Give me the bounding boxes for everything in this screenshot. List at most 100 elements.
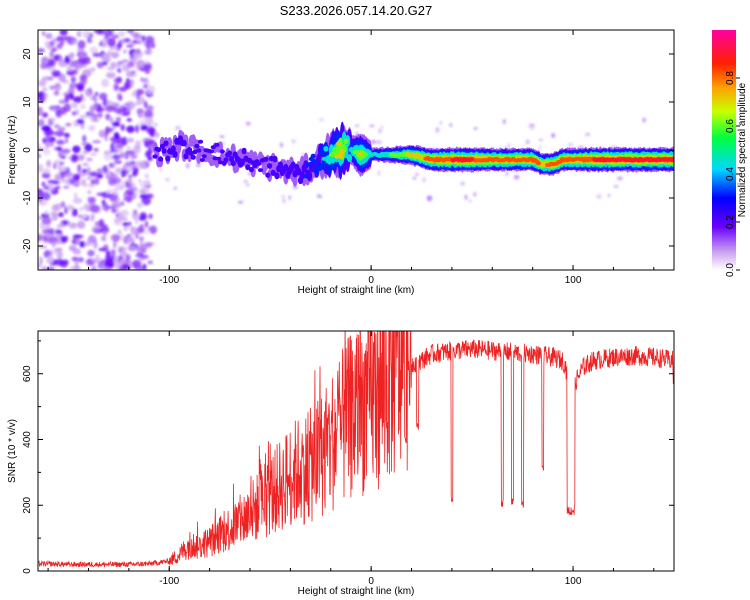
noise-blob — [127, 245, 137, 252]
track-blob — [277, 161, 284, 169]
noise-blob — [102, 202, 108, 211]
noise-blob — [101, 235, 107, 242]
noise-blob — [126, 44, 134, 48]
noise-blob — [100, 53, 111, 62]
noise-blob — [60, 148, 71, 154]
noise-blob — [68, 222, 77, 229]
snr-ylabel: SNR (10 * v/v) — [7, 419, 18, 483]
noise-blob — [55, 146, 63, 151]
noise-blob — [39, 256, 43, 266]
noise-blob — [96, 173, 104, 179]
noise-blob — [74, 175, 81, 181]
noise-blob — [49, 106, 59, 112]
speckle — [175, 125, 181, 131]
speckle — [507, 143, 511, 148]
noise-blob — [116, 197, 121, 201]
track-blob — [252, 163, 258, 169]
noise-blob — [143, 229, 150, 235]
noise-blob — [133, 40, 142, 44]
noise-blob — [54, 186, 61, 189]
noise-blob — [117, 229, 122, 235]
noise-blob — [104, 259, 115, 268]
speckle — [426, 195, 433, 202]
noise-blob — [116, 144, 124, 149]
noise-blob — [126, 260, 132, 265]
speckle — [439, 121, 443, 125]
colorbar-tick-label: 0.4 — [725, 167, 736, 181]
noise-blob — [125, 153, 129, 160]
noise-blob — [79, 114, 88, 119]
noise-blob — [64, 94, 70, 103]
noise-blob — [69, 40, 73, 45]
noise-blob — [116, 63, 121, 70]
noise-blob — [147, 260, 154, 265]
track-blob — [183, 153, 189, 160]
spectrogram-ylabel: Frequency (Hz) — [7, 116, 18, 185]
noise-blob — [60, 201, 66, 208]
noise-blob — [51, 179, 61, 185]
noise-blob — [71, 111, 78, 116]
noise-blob — [93, 30, 104, 34]
track-blob — [296, 167, 302, 176]
track-blob — [158, 156, 164, 162]
colorbar-tick-label: 0.0 — [725, 263, 736, 277]
noise-blob — [49, 85, 56, 90]
snr-xlabel: Height of straight line (km) — [298, 586, 415, 597]
track-blob — [223, 157, 229, 163]
noise-blob — [131, 259, 142, 268]
noise-blob — [55, 130, 65, 137]
noise-blob — [85, 243, 94, 247]
noise-blob — [143, 64, 151, 69]
track-blob — [208, 149, 214, 154]
track-blob — [248, 166, 254, 173]
speckle — [380, 125, 384, 130]
noise-blob — [83, 203, 90, 210]
noise-blob — [72, 248, 82, 255]
noise-blob — [106, 189, 114, 194]
speckle — [551, 133, 556, 138]
noise-blob — [115, 116, 122, 123]
noise-blob — [42, 92, 49, 100]
noise-blob — [42, 87, 48, 92]
noise-blob — [96, 168, 103, 175]
noise-blob — [49, 117, 57, 122]
noise-blob — [56, 224, 66, 228]
noise-blob — [101, 78, 110, 88]
noise-blob — [143, 242, 153, 247]
noise-blob — [102, 97, 108, 107]
noise-blob — [82, 134, 87, 144]
noise-blob — [77, 85, 85, 92]
noise-blob — [91, 265, 97, 270]
track-blob — [307, 162, 313, 167]
noise-blob — [147, 156, 153, 162]
track-blob — [210, 145, 216, 150]
noise-blob — [79, 74, 88, 81]
noise-blob — [131, 211, 139, 220]
noise-blob — [54, 230, 62, 234]
noise-blob — [38, 107, 43, 116]
noise-blob — [57, 149, 62, 158]
speckle — [513, 175, 520, 180]
noise-blob — [120, 201, 125, 206]
noise-blob — [130, 160, 136, 166]
noise-blob — [88, 125, 96, 131]
noise-blob — [111, 154, 121, 161]
y-tick-label: 20 — [22, 48, 33, 60]
noise-blob — [76, 220, 86, 229]
noise-blob — [105, 72, 116, 79]
noise-blob — [41, 266, 49, 270]
speckle — [642, 117, 646, 123]
noise-blob — [54, 247, 63, 252]
noise-blob — [70, 76, 76, 83]
track-blob — [535, 161, 542, 166]
speckle — [319, 118, 324, 122]
noise-blob — [53, 55, 59, 60]
speckle — [292, 185, 299, 189]
noise-blob — [54, 83, 60, 90]
y-tick-label: 0 — [22, 147, 33, 153]
track-blob — [197, 139, 204, 144]
noise-blob — [87, 249, 95, 257]
noise-blob — [56, 139, 65, 145]
track-blob — [339, 148, 345, 154]
noise-blob — [144, 49, 152, 55]
